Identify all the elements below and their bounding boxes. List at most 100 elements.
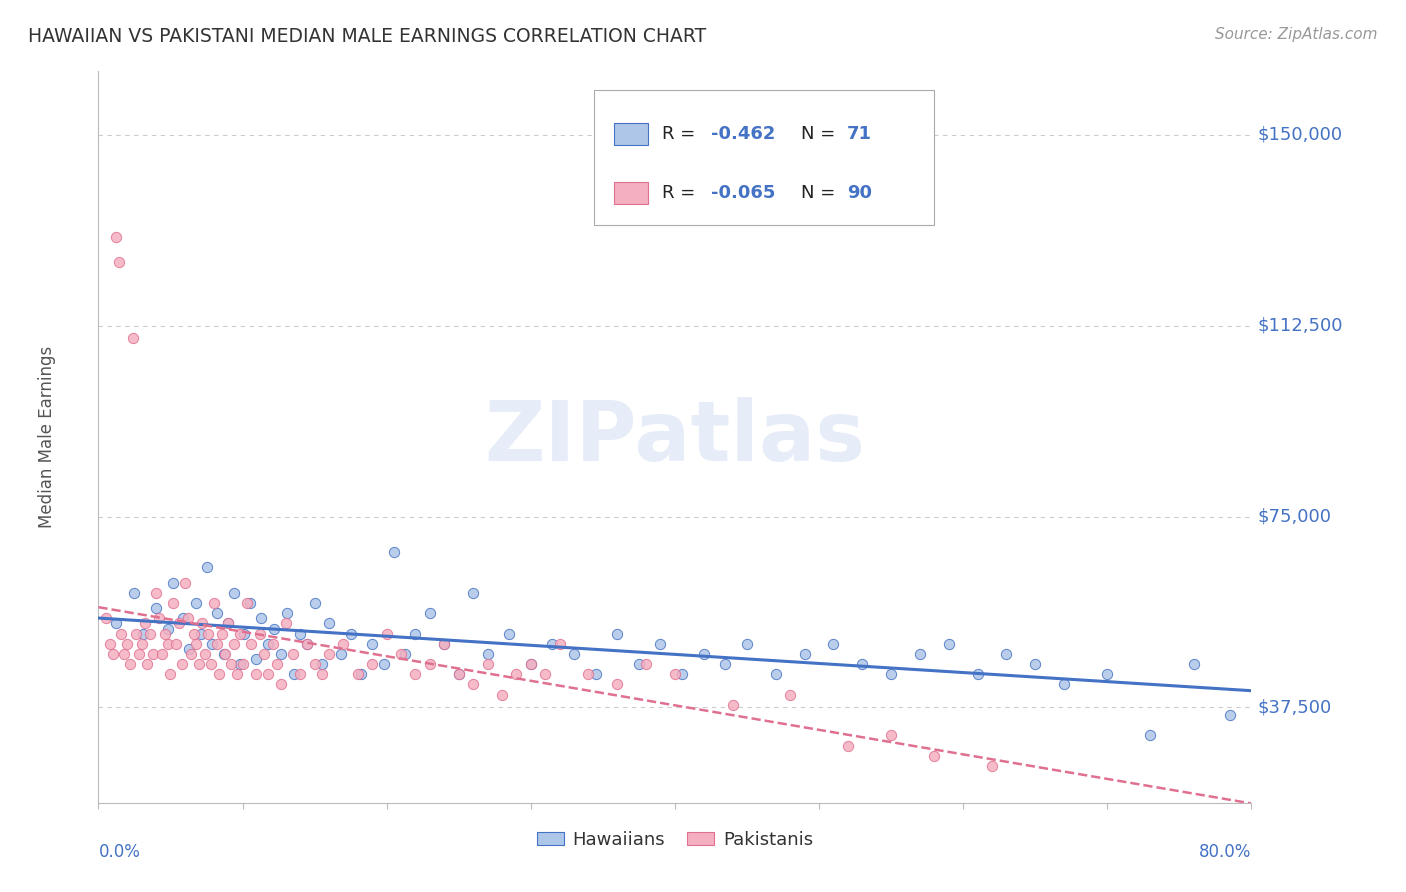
Point bbox=[318, 647, 340, 661]
Point bbox=[145, 586, 167, 600]
Point bbox=[274, 616, 297, 631]
Point bbox=[153, 626, 176, 640]
Point bbox=[394, 647, 416, 661]
Point bbox=[433, 637, 456, 651]
Point bbox=[505, 667, 527, 681]
Point bbox=[332, 637, 354, 651]
Point bbox=[170, 657, 193, 672]
Text: R =: R = bbox=[662, 125, 702, 144]
Point bbox=[389, 647, 412, 661]
Point bbox=[350, 667, 373, 681]
Point bbox=[281, 647, 304, 661]
Point bbox=[117, 637, 139, 651]
Point bbox=[419, 607, 441, 621]
Point bbox=[880, 667, 903, 681]
Text: -0.462: -0.462 bbox=[710, 125, 775, 144]
Point bbox=[297, 637, 319, 651]
Point bbox=[188, 657, 211, 672]
Text: N =: N = bbox=[800, 184, 841, 202]
Point bbox=[136, 657, 159, 672]
Point bbox=[304, 657, 326, 672]
Point bbox=[318, 616, 340, 631]
Point bbox=[162, 575, 184, 590]
Point bbox=[236, 596, 259, 610]
Point bbox=[793, 647, 815, 661]
Point bbox=[145, 601, 167, 615]
Point bbox=[447, 667, 470, 681]
Text: $150,000: $150,000 bbox=[1257, 126, 1343, 144]
Point bbox=[347, 667, 370, 681]
Point bbox=[217, 616, 239, 631]
Point bbox=[228, 626, 250, 640]
Point bbox=[159, 667, 181, 681]
Point bbox=[447, 667, 470, 681]
Point bbox=[779, 688, 801, 702]
Point bbox=[214, 647, 236, 661]
Point bbox=[228, 657, 250, 672]
Point bbox=[382, 545, 405, 559]
Point bbox=[606, 626, 628, 640]
Point bbox=[125, 626, 148, 640]
Point bbox=[205, 607, 228, 621]
Text: R =: R = bbox=[662, 184, 702, 202]
Point bbox=[186, 637, 208, 651]
Bar bbox=[614, 182, 648, 204]
Point bbox=[541, 637, 564, 651]
Point bbox=[107, 255, 129, 269]
Point bbox=[239, 596, 262, 610]
Point bbox=[491, 688, 513, 702]
Point bbox=[263, 622, 285, 636]
Point bbox=[101, 647, 124, 661]
Text: Source: ZipAtlas.com: Source: ZipAtlas.com bbox=[1215, 27, 1378, 42]
Point bbox=[120, 657, 142, 672]
Point bbox=[139, 626, 162, 640]
Point bbox=[122, 331, 145, 345]
Point bbox=[257, 667, 280, 681]
Point bbox=[375, 626, 398, 640]
Point bbox=[262, 637, 284, 651]
Point bbox=[405, 626, 427, 640]
Point bbox=[1219, 708, 1241, 723]
Point bbox=[201, 637, 224, 651]
Point bbox=[851, 657, 873, 672]
Point bbox=[463, 677, 485, 691]
Point bbox=[266, 657, 288, 672]
Point bbox=[433, 637, 456, 651]
Point bbox=[174, 575, 197, 590]
Bar bbox=[614, 123, 648, 145]
Point bbox=[880, 728, 903, 742]
Point bbox=[297, 637, 319, 651]
Point bbox=[177, 611, 200, 625]
Point bbox=[1024, 657, 1046, 672]
Point bbox=[186, 596, 208, 610]
Text: 80.0%: 80.0% bbox=[1199, 843, 1251, 861]
Point bbox=[270, 647, 292, 661]
Point bbox=[150, 647, 173, 661]
Point bbox=[938, 637, 960, 651]
Point bbox=[765, 667, 787, 681]
Point bbox=[104, 229, 127, 244]
Point bbox=[664, 667, 686, 681]
Point bbox=[222, 586, 245, 600]
Point bbox=[165, 637, 187, 651]
Point bbox=[981, 759, 1004, 773]
Point bbox=[222, 637, 245, 651]
Point bbox=[520, 657, 543, 672]
Point bbox=[212, 647, 235, 661]
Point bbox=[966, 667, 988, 681]
Point bbox=[124, 586, 146, 600]
Point bbox=[1139, 728, 1161, 742]
Point bbox=[520, 657, 543, 672]
Point bbox=[290, 667, 312, 681]
Point bbox=[361, 637, 384, 651]
Point bbox=[650, 637, 672, 651]
Point bbox=[311, 667, 333, 681]
Point bbox=[339, 626, 361, 640]
Point bbox=[142, 647, 165, 661]
Point bbox=[995, 647, 1018, 661]
Point bbox=[837, 739, 859, 753]
Point bbox=[211, 626, 233, 640]
Point bbox=[405, 667, 427, 681]
Point bbox=[131, 637, 153, 651]
Point bbox=[190, 626, 212, 640]
